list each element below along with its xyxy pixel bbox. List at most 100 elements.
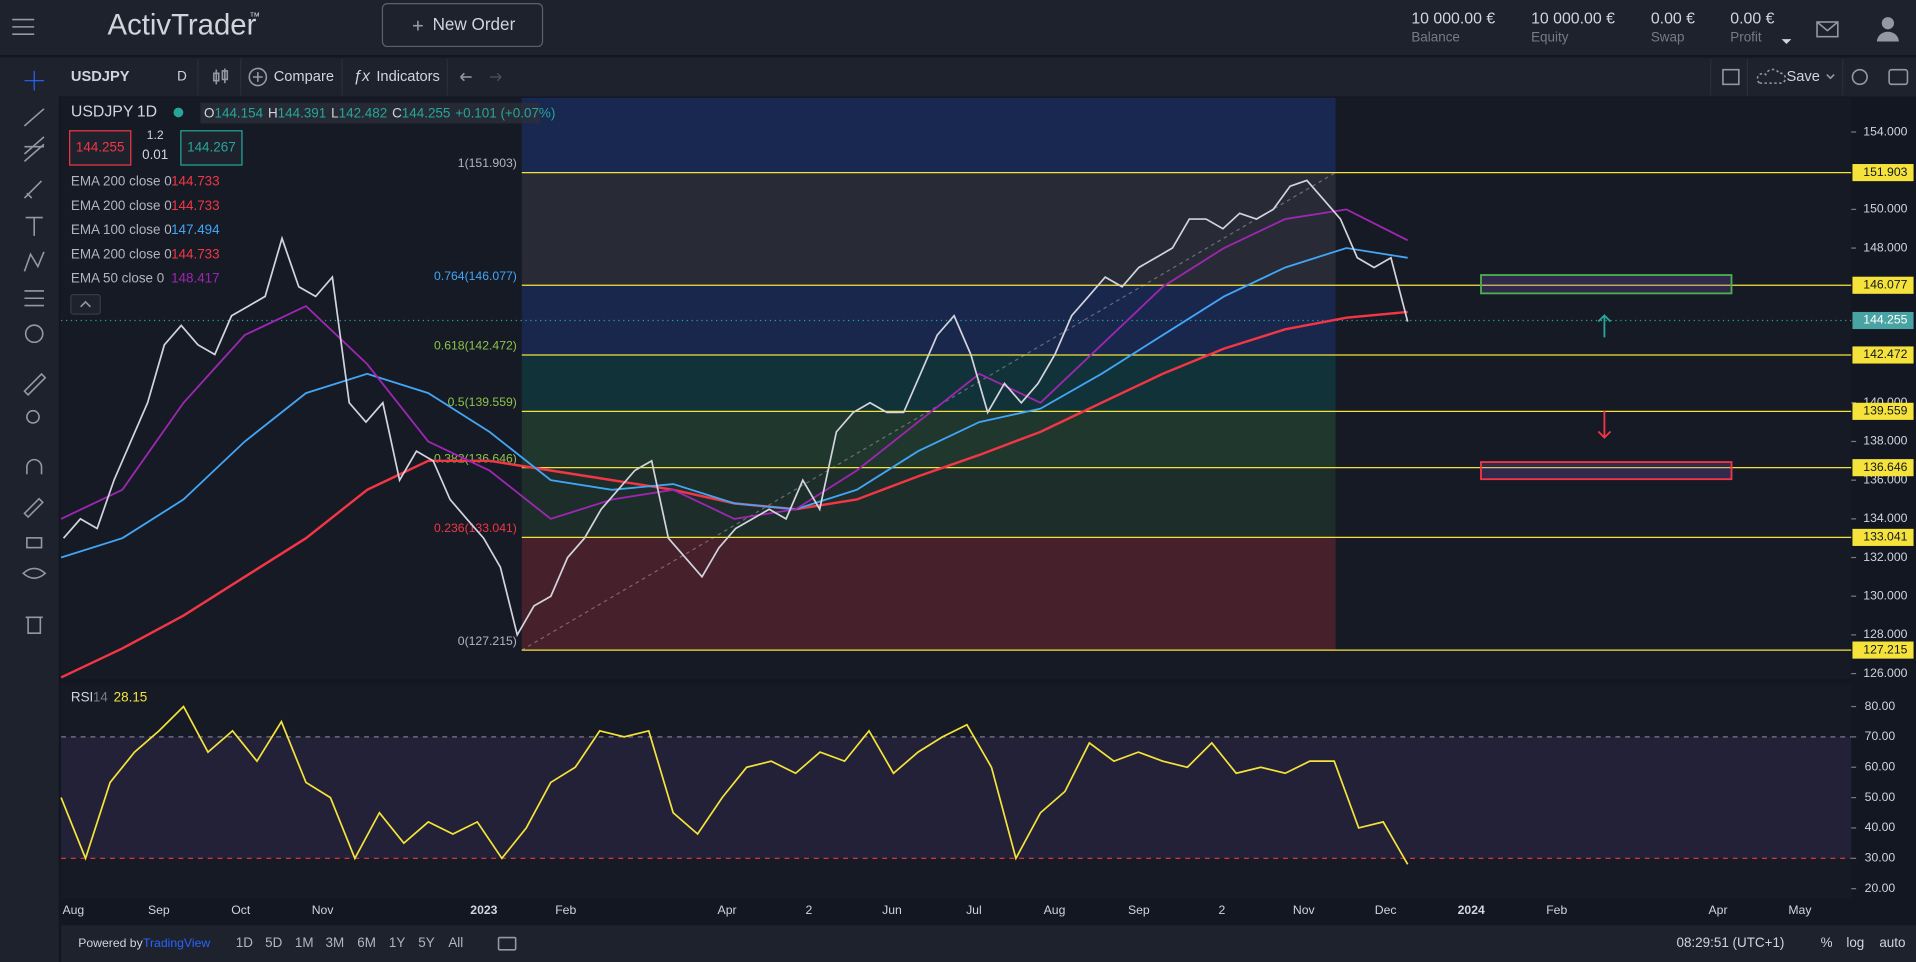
visibility-tool[interactable] — [22, 567, 47, 579]
cloud-icon — [1756, 68, 1787, 84]
rsi-tick-label: 20.00 — [1865, 881, 1896, 895]
collapse-caret — [80, 300, 91, 308]
range-button[interactable]: All — [448, 935, 463, 950]
x-tick-label: May — [1788, 903, 1812, 917]
sell-button[interactable] — [69, 130, 132, 166]
rsi-line — [60, 705, 1409, 865]
fib-label: 0.5(139.559) — [448, 395, 517, 409]
save-caret — [1826, 74, 1835, 80]
avatar[interactable] — [1876, 17, 1899, 42]
trendline-tool[interactable] — [23, 108, 45, 127]
tradingview-link[interactable]: TradingView — [143, 936, 210, 950]
y-tick-label: 130.000 — [1863, 588, 1907, 602]
save-button[interactable]: Save — [1786, 69, 1819, 85]
indicators-button[interactable]: Indicators — [376, 69, 440, 85]
pattern-tool[interactable] — [23, 251, 45, 272]
compare-button[interactable]: Compare — [274, 69, 334, 85]
fib-zone — [521, 354, 1336, 412]
y-tick-label: 154.000 — [1863, 124, 1907, 138]
fib-top-zone — [521, 97, 1336, 173]
ohlc-value: 144.255 — [402, 105, 451, 120]
prediction-tool[interactable] — [24, 290, 44, 307]
last-price-tag — [1852, 311, 1914, 330]
account-value: 0.00 € — [1730, 11, 1774, 28]
ohlc-change: +0.101 (+0.07%) — [455, 105, 555, 120]
range-button[interactable]: 5D — [265, 935, 282, 950]
symbol-select[interactable]: USDJPY — [71, 69, 130, 85]
spread: 1.2 — [147, 128, 164, 142]
fib-tool[interactable] — [23, 136, 45, 162]
layout-button[interactable] — [1722, 68, 1740, 86]
undo-icon[interactable] — [460, 72, 472, 82]
account-label: Balance — [1411, 29, 1460, 44]
percent-toggle[interactable]: % — [1821, 935, 1833, 950]
x-tick-label: Sep — [1128, 903, 1150, 917]
mail-icon[interactable] — [1816, 21, 1839, 38]
x-tick-label: 2024 — [1458, 903, 1485, 917]
indicator-value: 144.733 — [171, 198, 220, 213]
y-tick-label: 150.000 — [1863, 202, 1907, 216]
last-price-label: 144.255 — [1863, 313, 1907, 327]
down-arrow — [1597, 410, 1612, 439]
lot-size[interactable]: 0.01 — [142, 147, 168, 162]
lock-tool[interactable] — [26, 537, 43, 549]
y-tick-label: 126.000 — [1863, 666, 1907, 680]
x-tick-label: Aug — [62, 903, 84, 917]
ohlc-key: L — [331, 105, 339, 120]
y-tick-label: 132.000 — [1863, 550, 1907, 564]
price-tag — [1852, 164, 1914, 182]
button-frame — [381, 3, 544, 48]
range-button[interactable]: 5Y — [418, 935, 434, 950]
x-tick-label: 2023 — [470, 903, 497, 917]
top-bar — [0, 0, 1916, 56]
icon-tool[interactable] — [24, 324, 44, 344]
rsi-tick-label: 40.00 — [1865, 820, 1896, 834]
indicator-name: EMA 50 close 0 — [71, 270, 164, 285]
price-tag — [1852, 528, 1914, 546]
ask-price: 144.267 — [187, 139, 236, 154]
collapse-legend[interactable] — [70, 293, 101, 315]
measure-tool[interactable] — [23, 372, 47, 396]
fib-label: 0(127.215) — [458, 634, 517, 648]
auto-toggle[interactable]: auto — [1879, 935, 1905, 950]
range-button[interactable]: 1M — [295, 935, 314, 950]
screenshot-button[interactable] — [1888, 68, 1909, 86]
redo-icon[interactable] — [489, 72, 502, 82]
menu-icon[interactable] — [12, 18, 35, 36]
rsi-band-fill — [61, 736, 1852, 859]
text-tool[interactable] — [25, 216, 43, 236]
range-button[interactable]: 3M — [325, 935, 344, 950]
magnet-tool[interactable] — [26, 458, 43, 475]
plus-icon — [413, 20, 423, 31]
brush-tool[interactable] — [23, 180, 43, 199]
price-line — [62, 179, 1409, 638]
rsi-length: 14 — [93, 690, 108, 705]
ohlc-key: O — [204, 105, 214, 120]
settings-button[interactable] — [1851, 68, 1868, 86]
chart-type-button[interactable] — [213, 68, 229, 85]
price-tag-label: 146.077 — [1863, 277, 1907, 291]
indicator-value: 144.733 — [171, 174, 220, 189]
indicators-icon: ƒx — [353, 68, 371, 85]
new-order-button[interactable]: New Order — [381, 3, 544, 48]
interval-select[interactable]: D — [177, 69, 187, 84]
lock-drawing-tool[interactable] — [23, 497, 44, 519]
price-tag — [1852, 276, 1914, 294]
crosshair-tool[interactable] — [24, 70, 44, 91]
ohlc-value: 144.391 — [278, 105, 327, 120]
avatar-body — [1876, 31, 1899, 42]
logo-mark: ™ — [249, 11, 260, 23]
date-range-button[interactable] — [497, 936, 517, 951]
range-button[interactable]: 1Y — [389, 935, 405, 950]
ema-line — [60, 247, 1408, 559]
range-button[interactable]: 1D — [236, 935, 253, 950]
log-toggle[interactable]: log — [1846, 935, 1864, 950]
zoom-tool[interactable] — [26, 409, 40, 424]
buy-button[interactable] — [180, 130, 243, 166]
remove-tool[interactable] — [25, 616, 43, 634]
legend-interval: 1D — [137, 104, 157, 121]
ohlc-key: H — [268, 105, 278, 120]
price-tag-label: 127.215 — [1863, 642, 1907, 656]
range-button[interactable]: 6M — [357, 935, 376, 950]
